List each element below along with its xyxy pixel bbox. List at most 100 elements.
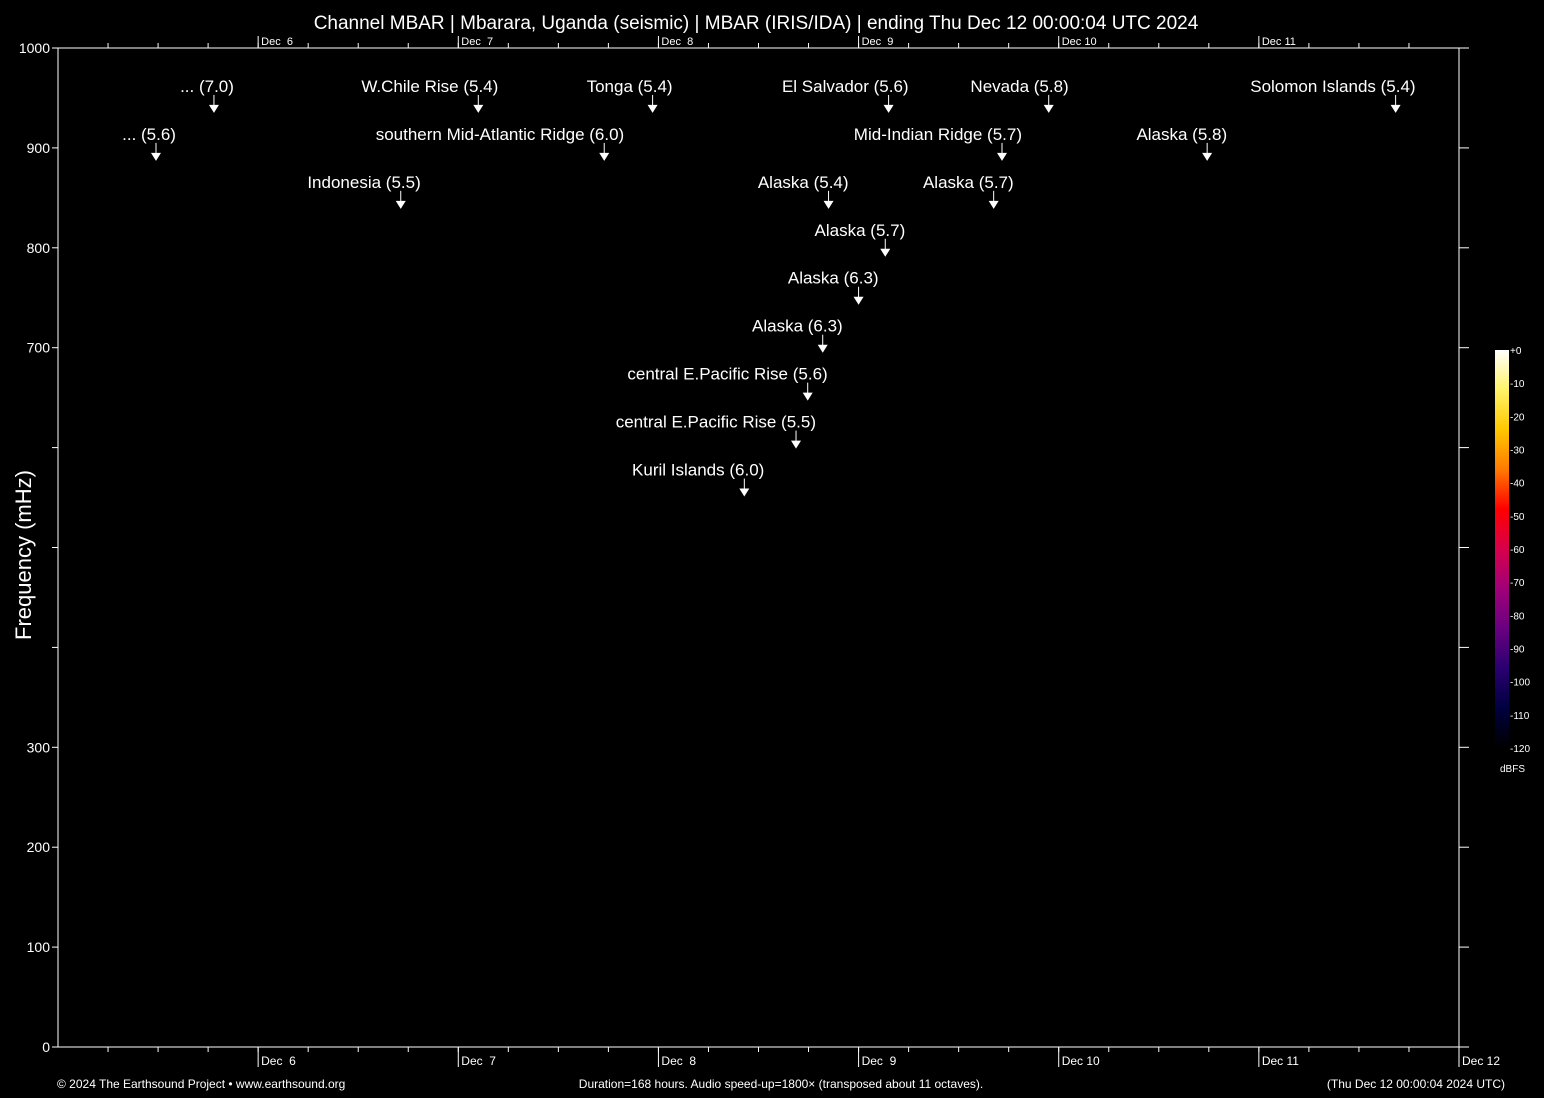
x-tick-label-top: Dec 8 <box>661 36 693 48</box>
event-label: ... (7.0) <box>180 77 234 96</box>
x-tick-label-top: Dec 7 <box>461 36 493 48</box>
event-marker: Mid-Indian Ridge (5.7) <box>854 125 1022 161</box>
event-arrow-icon <box>988 200 999 209</box>
x-tick-label: Dec 10 <box>1062 1054 1100 1068</box>
event-marker: Alaska (5.7) <box>923 173 1014 209</box>
event-label: El Salvador (5.6) <box>782 77 909 96</box>
y-axis-label: Frequency (mHz) <box>11 470 36 640</box>
event-label: Alaska (5.8) <box>1136 125 1227 144</box>
colorbar-tick-label: -110 <box>1510 711 1530 722</box>
x-tick-label-top: Dec 9 <box>862 36 894 48</box>
event-arrow-icon <box>739 488 750 497</box>
event-marker: central E.Pacific Rise (5.5) <box>616 413 816 449</box>
chart-title: Channel MBAR | Mbarara, Uganda (seismic)… <box>314 13 1199 34</box>
y-tick-label: 1000 <box>19 40 50 56</box>
event-marker: Alaska (5.8) <box>1136 125 1227 161</box>
event-label: Solomon Islands (5.4) <box>1250 77 1415 96</box>
colorbar-tick-label: -70 <box>1510 578 1525 589</box>
footer-copyright: © 2024 The Earthsound Project • www.eart… <box>57 1077 345 1091</box>
event-label: Indonesia (5.5) <box>307 173 420 192</box>
event-label: Tonga (5.4) <box>587 77 673 96</box>
y-tick-label: 0 <box>42 1039 50 1055</box>
event-arrow-icon <box>802 392 813 401</box>
event-label: Mid-Indian Ridge (5.7) <box>854 125 1022 144</box>
x-tick-label-top: Dec 10 <box>1062 36 1097 48</box>
event-marker: Indonesia (5.5) <box>307 173 421 209</box>
event-marker: W.Chile Rise (5.4) <box>361 77 498 113</box>
footer-timestamp: (Thu Dec 12 00:00:04 2024 UTC) <box>1327 1077 1505 1091</box>
event-marker: southern Mid-Atlantic Ridge (6.0) <box>376 125 625 161</box>
event-label: ... (5.6) <box>122 125 176 144</box>
x-tick-label: Dec 9 <box>862 1054 897 1068</box>
colorbar-tick-label: -50 <box>1510 512 1525 523</box>
event-marker: ... (7.0) <box>180 77 234 113</box>
x-tick-label: Dec 6 <box>261 1054 296 1068</box>
x-tick-label: Dec 8 <box>661 1054 696 1068</box>
event-arrow-icon <box>473 104 484 113</box>
event-marker: Tonga (5.4) <box>587 77 673 113</box>
event-label: Alaska (6.3) <box>752 317 843 336</box>
event-marker: Solomon Islands (5.4) <box>1250 77 1416 113</box>
colorbar-gradient <box>1495 350 1509 748</box>
y-tick-label: 100 <box>27 939 51 955</box>
event-arrow-icon <box>791 440 802 449</box>
x-tick-label: Dec 12 <box>1462 1054 1500 1068</box>
event-marker: Alaska (6.3) <box>752 317 843 353</box>
colorbar-tick-label: -90 <box>1510 645 1525 656</box>
event-label: Alaska (5.4) <box>758 173 849 192</box>
x-tick-label: Dec 7 <box>461 1054 496 1068</box>
event-arrow-icon <box>647 104 658 113</box>
event-arrow-icon <box>997 152 1008 161</box>
axes: Dec 6 Dec 6 Dec 7 Dec 7 Dec 8 Dec 8 Dec 9 Dec 9… <box>19 36 1500 1068</box>
event-label: Kuril Islands (6.0) <box>632 461 764 480</box>
event-marker: central E.Pacific Rise (5.6) <box>627 365 828 401</box>
event-marker: Alaska (6.3) <box>788 269 879 305</box>
event-arrow-icon <box>1390 104 1401 113</box>
event-marker: Alaska (5.7) <box>815 221 906 257</box>
colorbar-tick-label: -60 <box>1510 545 1525 556</box>
event-marker: Kuril Islands (6.0) <box>632 461 764 497</box>
event-label: Alaska (5.7) <box>815 221 906 240</box>
event-arrow-icon <box>817 344 828 353</box>
y-tick-label: 200 <box>27 839 51 855</box>
colorbar-unit: dBFS <box>1500 764 1525 775</box>
event-label: Nevada (5.8) <box>970 77 1068 96</box>
footer-info: Duration=168 hours. Audio speed-up=1800×… <box>579 1077 983 1091</box>
colorbar-tick-label: -80 <box>1510 611 1525 622</box>
plot-area <box>58 48 1459 1047</box>
event-marker: ... (5.6) <box>122 125 176 161</box>
event-arrow-icon <box>1043 104 1054 113</box>
y-tick-label: 800 <box>27 240 51 256</box>
y-tick-label: 700 <box>27 340 51 356</box>
event-marker: Nevada (5.8) <box>970 77 1069 113</box>
event-arrow-icon <box>599 152 610 161</box>
event-arrow-icon <box>395 200 406 209</box>
colorbar: +0 -10 -20 -30 -40 -50 -60 -70 -80 -90 -100 -110 -12… <box>1495 346 1530 775</box>
event-label: W.Chile Rise (5.4) <box>361 77 498 96</box>
event-label: Alaska (5.7) <box>923 173 1014 192</box>
event-arrow-icon <box>823 200 834 209</box>
colorbar-tick-label: -20 <box>1510 412 1525 423</box>
colorbar-tick-label: -120 <box>1510 744 1530 755</box>
colorbar-tick-label: -40 <box>1510 479 1525 490</box>
colorbar-tick-label: -100 <box>1510 678 1530 689</box>
x-tick-label-top: Dec 11 <box>1262 36 1296 48</box>
colorbar-tick-label: -10 <box>1510 379 1525 390</box>
event-arrow-icon <box>853 296 864 305</box>
event-arrow-icon <box>150 152 161 161</box>
event-label: Alaska (6.3) <box>788 269 879 288</box>
event-label: southern Mid-Atlantic Ridge (6.0) <box>376 125 625 144</box>
event-marker: Alaska (5.4) <box>758 173 849 209</box>
event-marker: El Salvador (5.6) <box>782 77 909 113</box>
x-tick-label-top: Dec 6 <box>261 36 293 48</box>
y-tick-label: 900 <box>27 140 51 156</box>
y-tick-label: 300 <box>27 739 51 755</box>
event-label: central E.Pacific Rise (5.6) <box>627 365 827 384</box>
event-markers: ... (5.6) ... (7.0) Indonesia (5.5) W.Chile… <box>122 77 1416 497</box>
colorbar-tick-label: +0 <box>1510 346 1522 357</box>
colorbar-tick-label: -30 <box>1510 446 1525 457</box>
event-arrow-icon <box>880 248 891 257</box>
event-arrow-icon <box>883 104 894 113</box>
event-label: central E.Pacific Rise (5.5) <box>616 413 816 432</box>
